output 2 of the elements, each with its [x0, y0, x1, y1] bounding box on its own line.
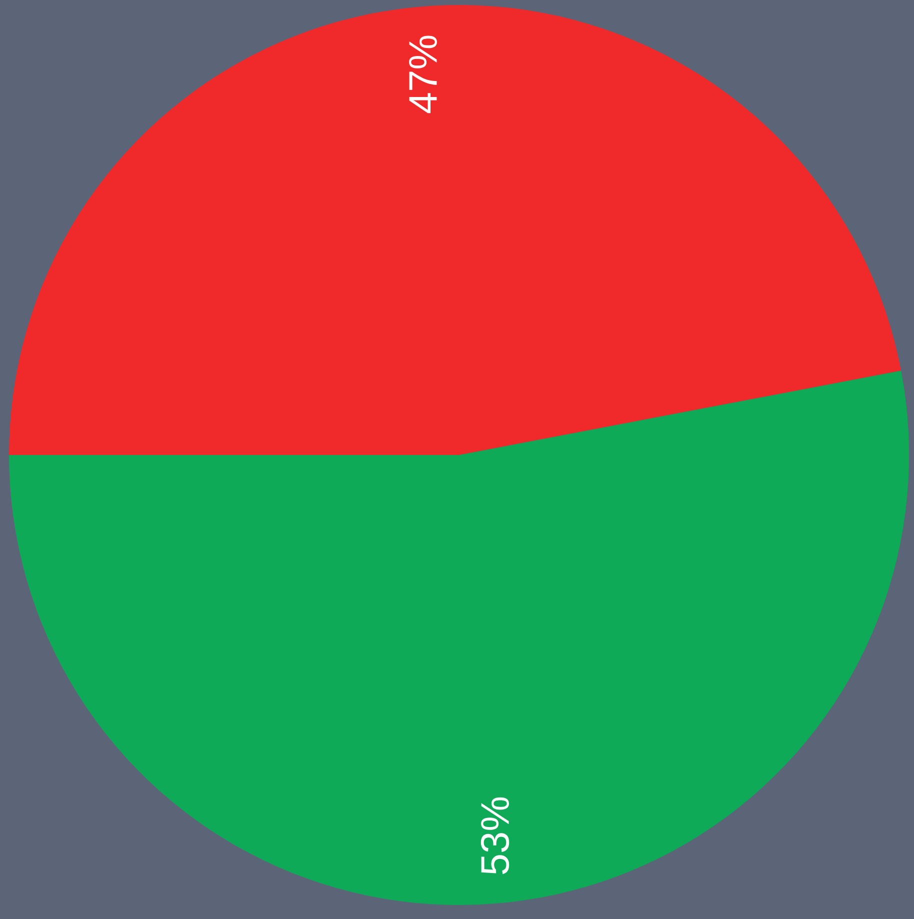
data-label: 47% — [409, 36, 437, 114]
data-label: 53% — [480, 797, 510, 874]
